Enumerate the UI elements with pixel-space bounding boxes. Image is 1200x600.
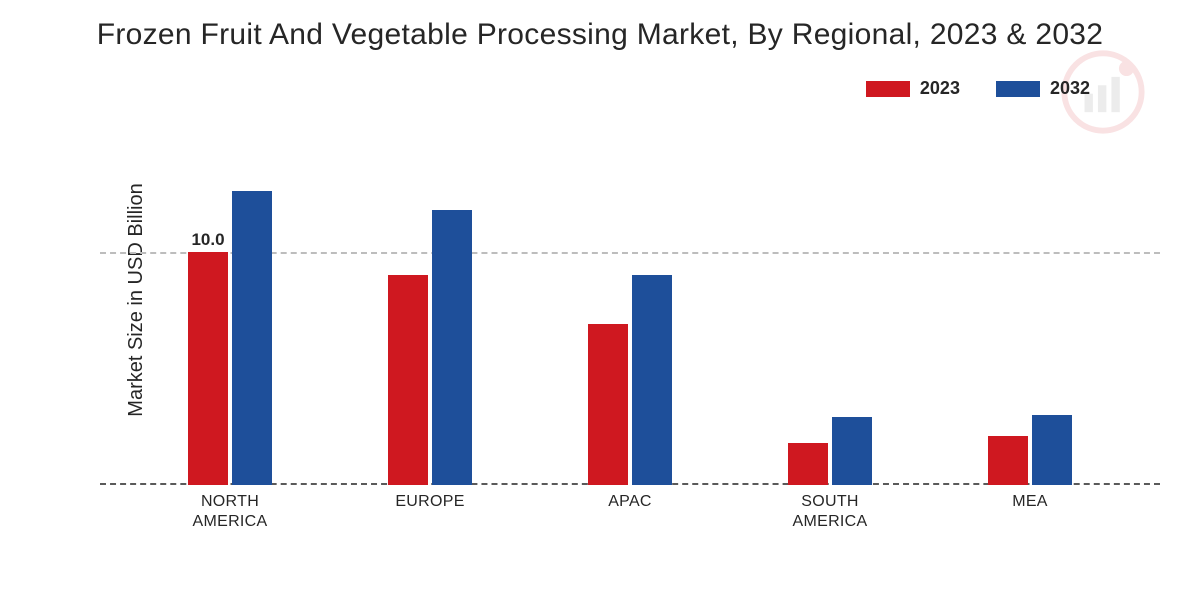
x-tick-label: MEA xyxy=(960,492,1100,512)
x-tick-label: APAC xyxy=(560,492,700,512)
legend-swatch-2032 xyxy=(996,81,1040,97)
bar-group xyxy=(188,191,272,485)
bar xyxy=(188,252,228,485)
bar-group xyxy=(388,210,472,485)
bar-group xyxy=(788,417,872,485)
legend: 2023 2032 xyxy=(866,78,1090,99)
legend-swatch-2023 xyxy=(866,81,910,97)
bar xyxy=(988,436,1028,485)
chart-title: Frozen Fruit And Vegetable Processing Ma… xyxy=(0,18,1200,52)
bar xyxy=(788,443,828,485)
x-tick-label: SOUTHAMERICA xyxy=(760,492,900,532)
legend-item-2023: 2023 xyxy=(866,78,960,99)
legend-item-2032: 2032 xyxy=(996,78,1090,99)
plot-area: 10.0 10.0 xyxy=(100,135,1160,485)
bar xyxy=(432,210,472,485)
bar xyxy=(832,417,872,485)
bar-group xyxy=(588,275,672,485)
x-tick-label: EUROPE xyxy=(360,492,500,512)
bar xyxy=(632,275,672,485)
bar-group xyxy=(988,415,1072,485)
bar xyxy=(588,324,628,485)
legend-label-2032: 2032 xyxy=(1050,78,1090,99)
bar xyxy=(1032,415,1072,485)
x-tick-label: NORTHAMERICA xyxy=(160,492,300,532)
bar xyxy=(388,275,428,485)
bar xyxy=(232,191,272,485)
legend-label-2023: 2023 xyxy=(920,78,960,99)
